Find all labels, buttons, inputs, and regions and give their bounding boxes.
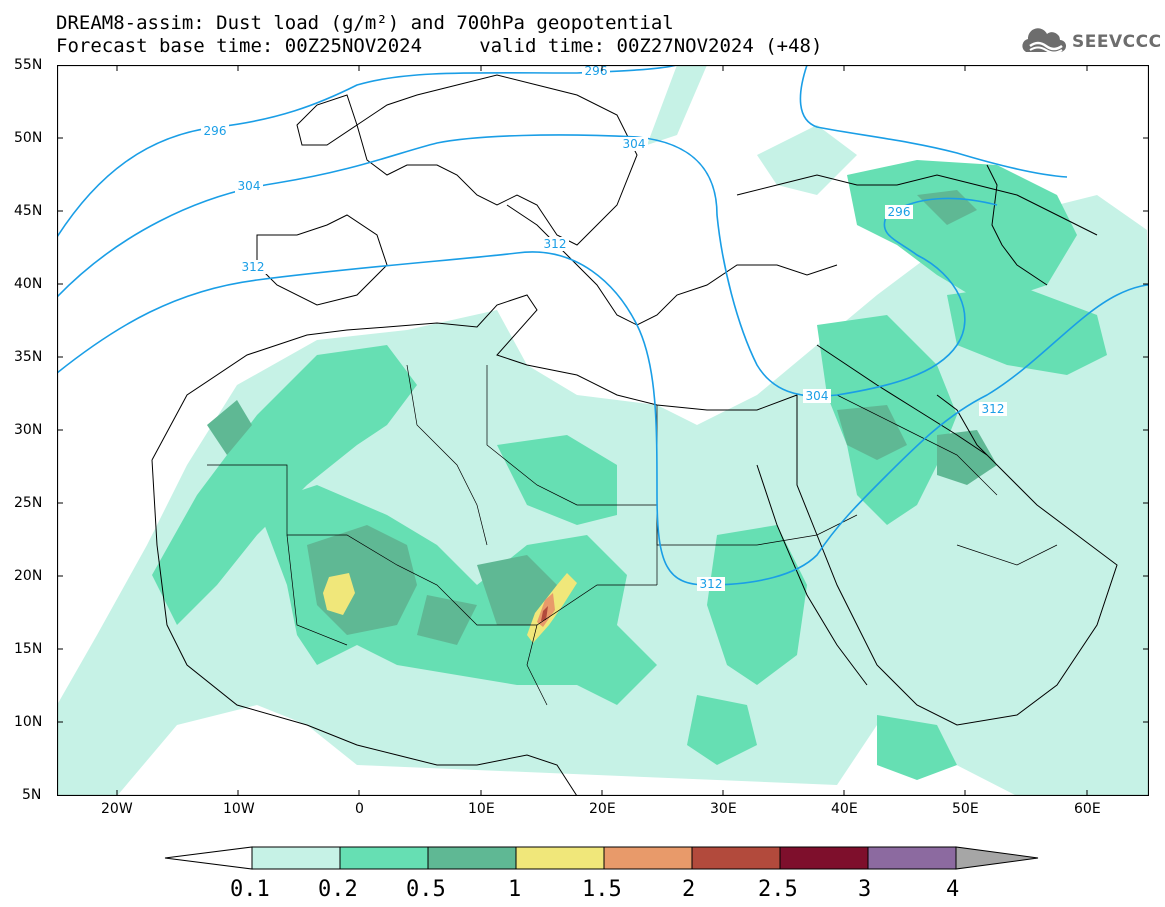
map-panel: 296 296 304 304 312 312 296 304 312 312 [56, 64, 1150, 797]
contour-label: 296 [888, 205, 911, 219]
contour-label-box [235, 179, 263, 193]
lat-label: 5N [22, 787, 42, 803]
legend-swatch [427, 846, 517, 870]
lat-label: 55N [14, 57, 43, 73]
geopotential-contours [56, 64, 1150, 586]
lat-label: 25N [14, 495, 43, 511]
legend-swatch [603, 846, 693, 870]
legend-under-arrow [164, 846, 253, 870]
legend-tick: 1.5 [582, 877, 622, 902]
contour-label-box [620, 137, 648, 151]
lat-label: 10N [14, 714, 43, 730]
contour-label-box [979, 402, 1007, 416]
contour-label: 304 [806, 389, 829, 403]
contour-label-box [697, 577, 725, 591]
forecast-time-line: Forecast base time: 00Z25NOV2024 valid t… [56, 35, 823, 57]
contour-label-box [239, 260, 267, 274]
contour-label: 296 [204, 124, 227, 138]
legend-swatch [867, 846, 957, 870]
lat-label: 20N [14, 568, 43, 584]
lon-label: 40E [831, 801, 858, 817]
dust-layer-peak [537, 593, 555, 627]
legend-tick: 2.5 [758, 877, 798, 902]
legend-ticks: 0.1 0.2 0.5 1 1.5 2 2.5 3 4 [160, 877, 1040, 907]
legend-tick: 0.5 [406, 877, 446, 902]
legend-tick: 1 [508, 877, 522, 902]
lon-label: 50E [952, 801, 979, 817]
contour-label-box [803, 389, 831, 403]
contour-label: 312 [544, 237, 567, 251]
lat-label: 30N [14, 422, 43, 438]
legend-tick: 0.2 [318, 877, 358, 902]
map-canvas: 296 296 304 304 312 312 296 304 312 312 [56, 64, 1150, 797]
brand-name: SEEVCCC [1072, 32, 1162, 52]
country-borders [207, 364, 1058, 706]
contour-label-box [885, 205, 913, 219]
legend-tick: 3 [858, 877, 872, 902]
legend-tick: 0.1 [230, 877, 270, 902]
contour-label: 296 [585, 65, 608, 78]
coastlines [151, 74, 1118, 797]
legend-swatch [515, 846, 605, 870]
legend-swatch [691, 846, 781, 870]
contour-label: 304 [238, 179, 261, 193]
contour-label: 304 [623, 137, 646, 151]
legend-swatch [339, 846, 429, 870]
axis-ticks [57, 65, 1149, 796]
lat-label: 50N [14, 130, 43, 146]
contour-label-box [201, 124, 229, 138]
lon-label: 0 [355, 801, 364, 817]
cloud-logo-icon [1022, 28, 1066, 54]
lat-label: 35N [14, 349, 43, 365]
dust-layer-medium [152, 160, 1107, 780]
brand-logo: SEEVCCC [1018, 26, 1162, 58]
contour-labels: 296 296 304 304 312 312 296 304 312 312 [201, 64, 1007, 591]
legend-over-arrow [955, 846, 1039, 870]
color-legend: 0.1 0.2 0.5 1 1.5 2 2.5 3 4 [160, 843, 1040, 907]
contour-label: 312 [982, 402, 1005, 416]
lon-label: 20E [589, 801, 616, 817]
legend-swatch [251, 846, 341, 870]
legend-swatch [779, 846, 869, 870]
contour-label-box [582, 65, 610, 77]
lon-label: 30E [710, 801, 737, 817]
lon-label: 10E [468, 801, 495, 817]
lat-label: 15N [14, 641, 43, 657]
map-title: DREAM8-assim: Dust load (g/m²) and 700hP… [56, 12, 674, 34]
lat-label: 40N [14, 276, 43, 292]
contour-label: 312 [700, 577, 723, 591]
lon-label: 10W [223, 801, 255, 817]
contour-label-box [541, 237, 569, 251]
legend-tick: 2 [682, 877, 696, 902]
lon-label: 60E [1074, 801, 1101, 817]
legend-bar [164, 846, 1039, 870]
lon-label: 20W [101, 801, 133, 817]
contour-label: 312 [242, 260, 265, 274]
legend-tick: 4 [946, 877, 960, 902]
lat-label: 45N [14, 203, 43, 219]
